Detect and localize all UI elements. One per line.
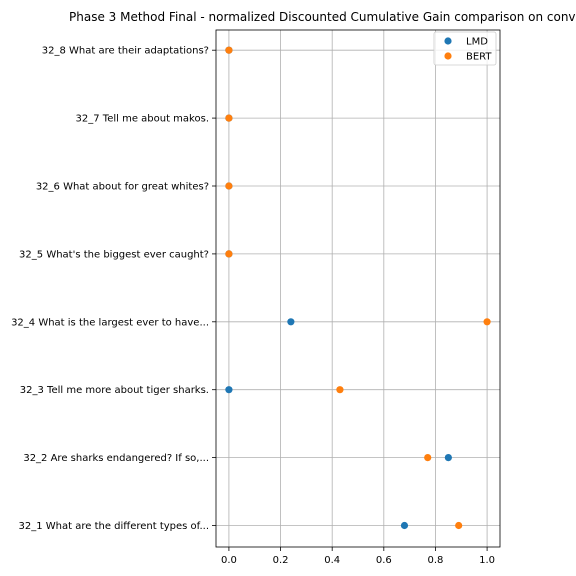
- point-lmd: [400, 521, 409, 530]
- point-bert: [225, 46, 233, 54]
- data-points: [225, 46, 491, 530]
- plot-frame: [215, 29, 501, 548]
- y-tick-label: 32_7 Tell me about makos.: [76, 114, 209, 125]
- x-tick-label: 0.8: [428, 555, 444, 566]
- x-tick-label: 0.2: [273, 555, 289, 566]
- point-lmd: [444, 454, 452, 462]
- legend: LMD BERT: [433, 31, 497, 66]
- y-tick-label: 32_1 What are the different types of...: [19, 521, 209, 532]
- point-lmd: [287, 318, 295, 326]
- point-bert: [225, 114, 233, 122]
- legend-label-lmd: LMD: [466, 37, 488, 48]
- y-tick-label: 32_6 What about for great whites?: [36, 182, 209, 193]
- x-tick-label: 1.0: [479, 555, 495, 566]
- legend-marker-lmd: [444, 37, 452, 45]
- y-tick-label: 32_8 What are their adaptations?: [42, 46, 209, 57]
- grid: [216, 30, 500, 547]
- x-tick-label: 0.4: [324, 555, 340, 566]
- point-bert: [483, 318, 491, 326]
- y-tick-label: 32_4 What is the largest ever to have...: [11, 317, 209, 328]
- x-tick-label: 0.6: [376, 555, 392, 566]
- point-bert: [424, 454, 432, 462]
- point-bert: [225, 182, 233, 190]
- x-tick-label: 0.0: [221, 555, 237, 566]
- point-bert: [336, 386, 344, 394]
- x-axis: 0.0 0.2 0.4 0.6 0.8 1.0: [221, 547, 495, 566]
- y-axis: 32_1 What are the different types of... 3…: [11, 46, 216, 532]
- y-tick-label: 32_3 Tell me more about tiger sharks.: [20, 385, 209, 396]
- point-bert: [225, 250, 233, 258]
- y-tick-label: 32_2 Are sharks endangered? If so,...: [23, 453, 209, 464]
- point-bert: [455, 521, 463, 530]
- chart-title: Phase 3 Method Final - normalized Discou…: [69, 10, 576, 24]
- legend-label-bert: BERT: [466, 52, 492, 63]
- y-tick-label: 32_5 What's the biggest ever caught?: [19, 249, 209, 260]
- point-lmd: [225, 386, 233, 394]
- legend-marker-bert: [444, 52, 452, 60]
